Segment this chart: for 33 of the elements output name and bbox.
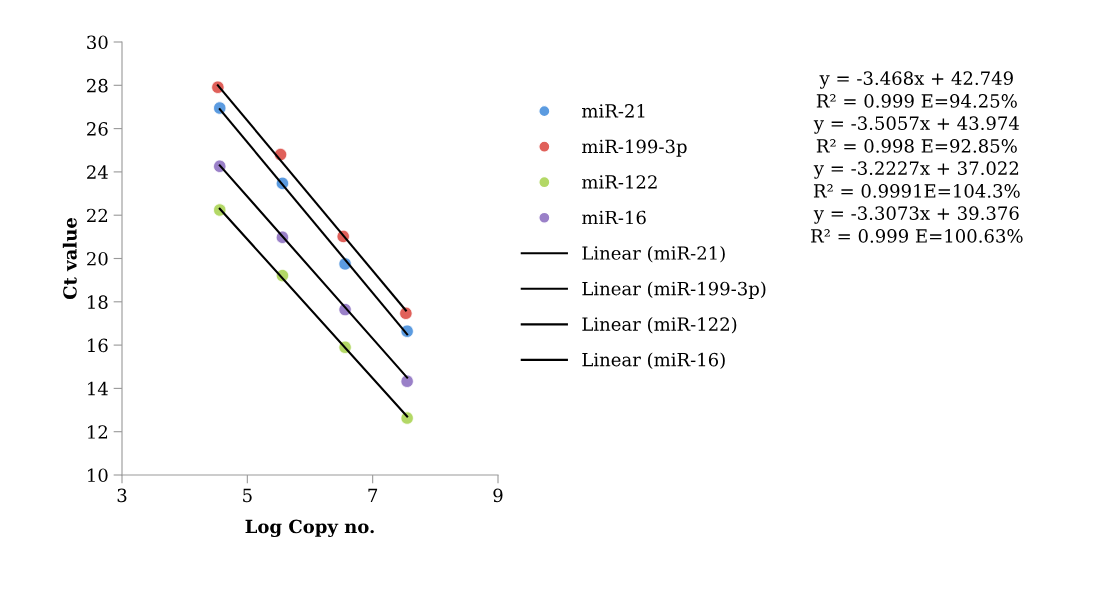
text: y = -3.3073x + 39.376 bbox=[813, 206, 1019, 224]
legend-label: miR-16 bbox=[582, 210, 646, 225]
text: y = -3.2227x + 37.022 bbox=[813, 161, 1019, 179]
text: R² = 0.999 E=94.25% bbox=[816, 94, 1017, 108]
y-tick-label: 10 bbox=[88, 468, 108, 483]
x-tick-label: 7 bbox=[368, 488, 378, 502]
text: R² = 0.999 E=100.63% bbox=[811, 229, 1023, 243]
x-tick-label: 3 bbox=[117, 488, 127, 503]
x-tick-label: 9 bbox=[493, 488, 503, 503]
y-tick-label: 28 bbox=[87, 78, 108, 93]
y-tick-label: 16 bbox=[88, 338, 108, 353]
y-axis-title: Ct value bbox=[62, 217, 77, 300]
y-tick-label: 30 bbox=[87, 35, 108, 50]
y-tick-label: 12 bbox=[88, 425, 108, 439]
x-tick-label: 5 bbox=[243, 488, 252, 503]
text: y = -3.468x + 42.749 bbox=[819, 71, 1013, 89]
y-tick-label: 20 bbox=[87, 251, 108, 266]
legend-label: Linear (miR-199-3p) bbox=[582, 281, 766, 299]
legend-label: miR-21 bbox=[582, 104, 645, 118]
legend-label: Linear (miR-122) bbox=[582, 316, 737, 334]
text: R² = 0.998 E=92.85% bbox=[816, 139, 1017, 153]
y-tick-label: 22 bbox=[87, 208, 108, 223]
text: R² = 0.9991E=104.3% bbox=[813, 184, 1020, 198]
y-tick-label: 18 bbox=[88, 295, 108, 309]
x-axis-title: Log Copy no. bbox=[245, 519, 374, 538]
legend-label: miR-122 bbox=[582, 175, 657, 189]
legend-label: Linear (miR-21) bbox=[582, 245, 725, 263]
legend-label: Linear (miR-16) bbox=[582, 352, 725, 369]
legend-label: miR-199-3p bbox=[582, 139, 687, 157]
y-tick-label: 24 bbox=[87, 165, 108, 179]
y-tick-label: 14 bbox=[88, 381, 108, 396]
y-tick-label: 26 bbox=[87, 122, 108, 136]
text: y = -3.5057x + 43.974 bbox=[813, 116, 1019, 134]
